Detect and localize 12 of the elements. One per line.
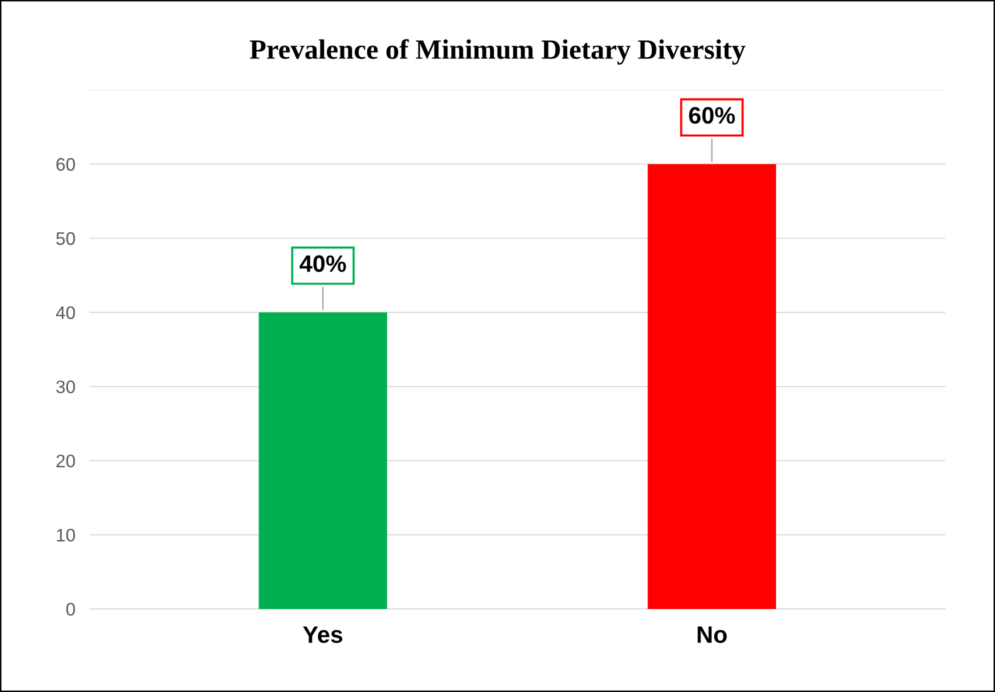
y-tick-label: 50 xyxy=(56,232,75,245)
x-tick-label: No xyxy=(698,626,727,643)
y-tick-label: 0 xyxy=(66,602,75,616)
x-tick-label: Yes xyxy=(302,626,342,643)
data-label: 40% xyxy=(300,255,346,272)
data-label: 60% xyxy=(689,107,735,124)
y-tick-label: 10 xyxy=(56,528,75,542)
chart-title: Prevalence of Minimum Dietary Diversity xyxy=(250,39,746,65)
y-tick-label: 40 xyxy=(56,306,75,320)
y-tick-label: 20 xyxy=(56,454,75,468)
y-tick-label: 30 xyxy=(56,380,75,394)
y-tick-label: 60 xyxy=(56,158,75,171)
